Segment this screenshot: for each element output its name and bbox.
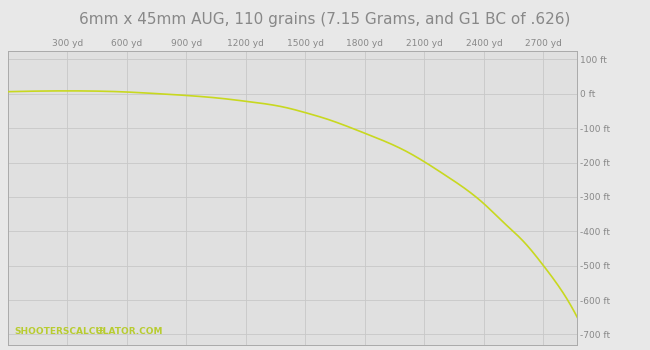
- Text: 6mm x 45mm AUG, 110 grains (7.15 Grams, and G1 BC of .626): 6mm x 45mm AUG, 110 grains (7.15 Grams, …: [79, 12, 571, 27]
- Text: SHOOTERSCALCULATOR.COM: SHOOTERSCALCULATOR.COM: [15, 327, 163, 336]
- Text: ⊕: ⊕: [96, 326, 105, 336]
